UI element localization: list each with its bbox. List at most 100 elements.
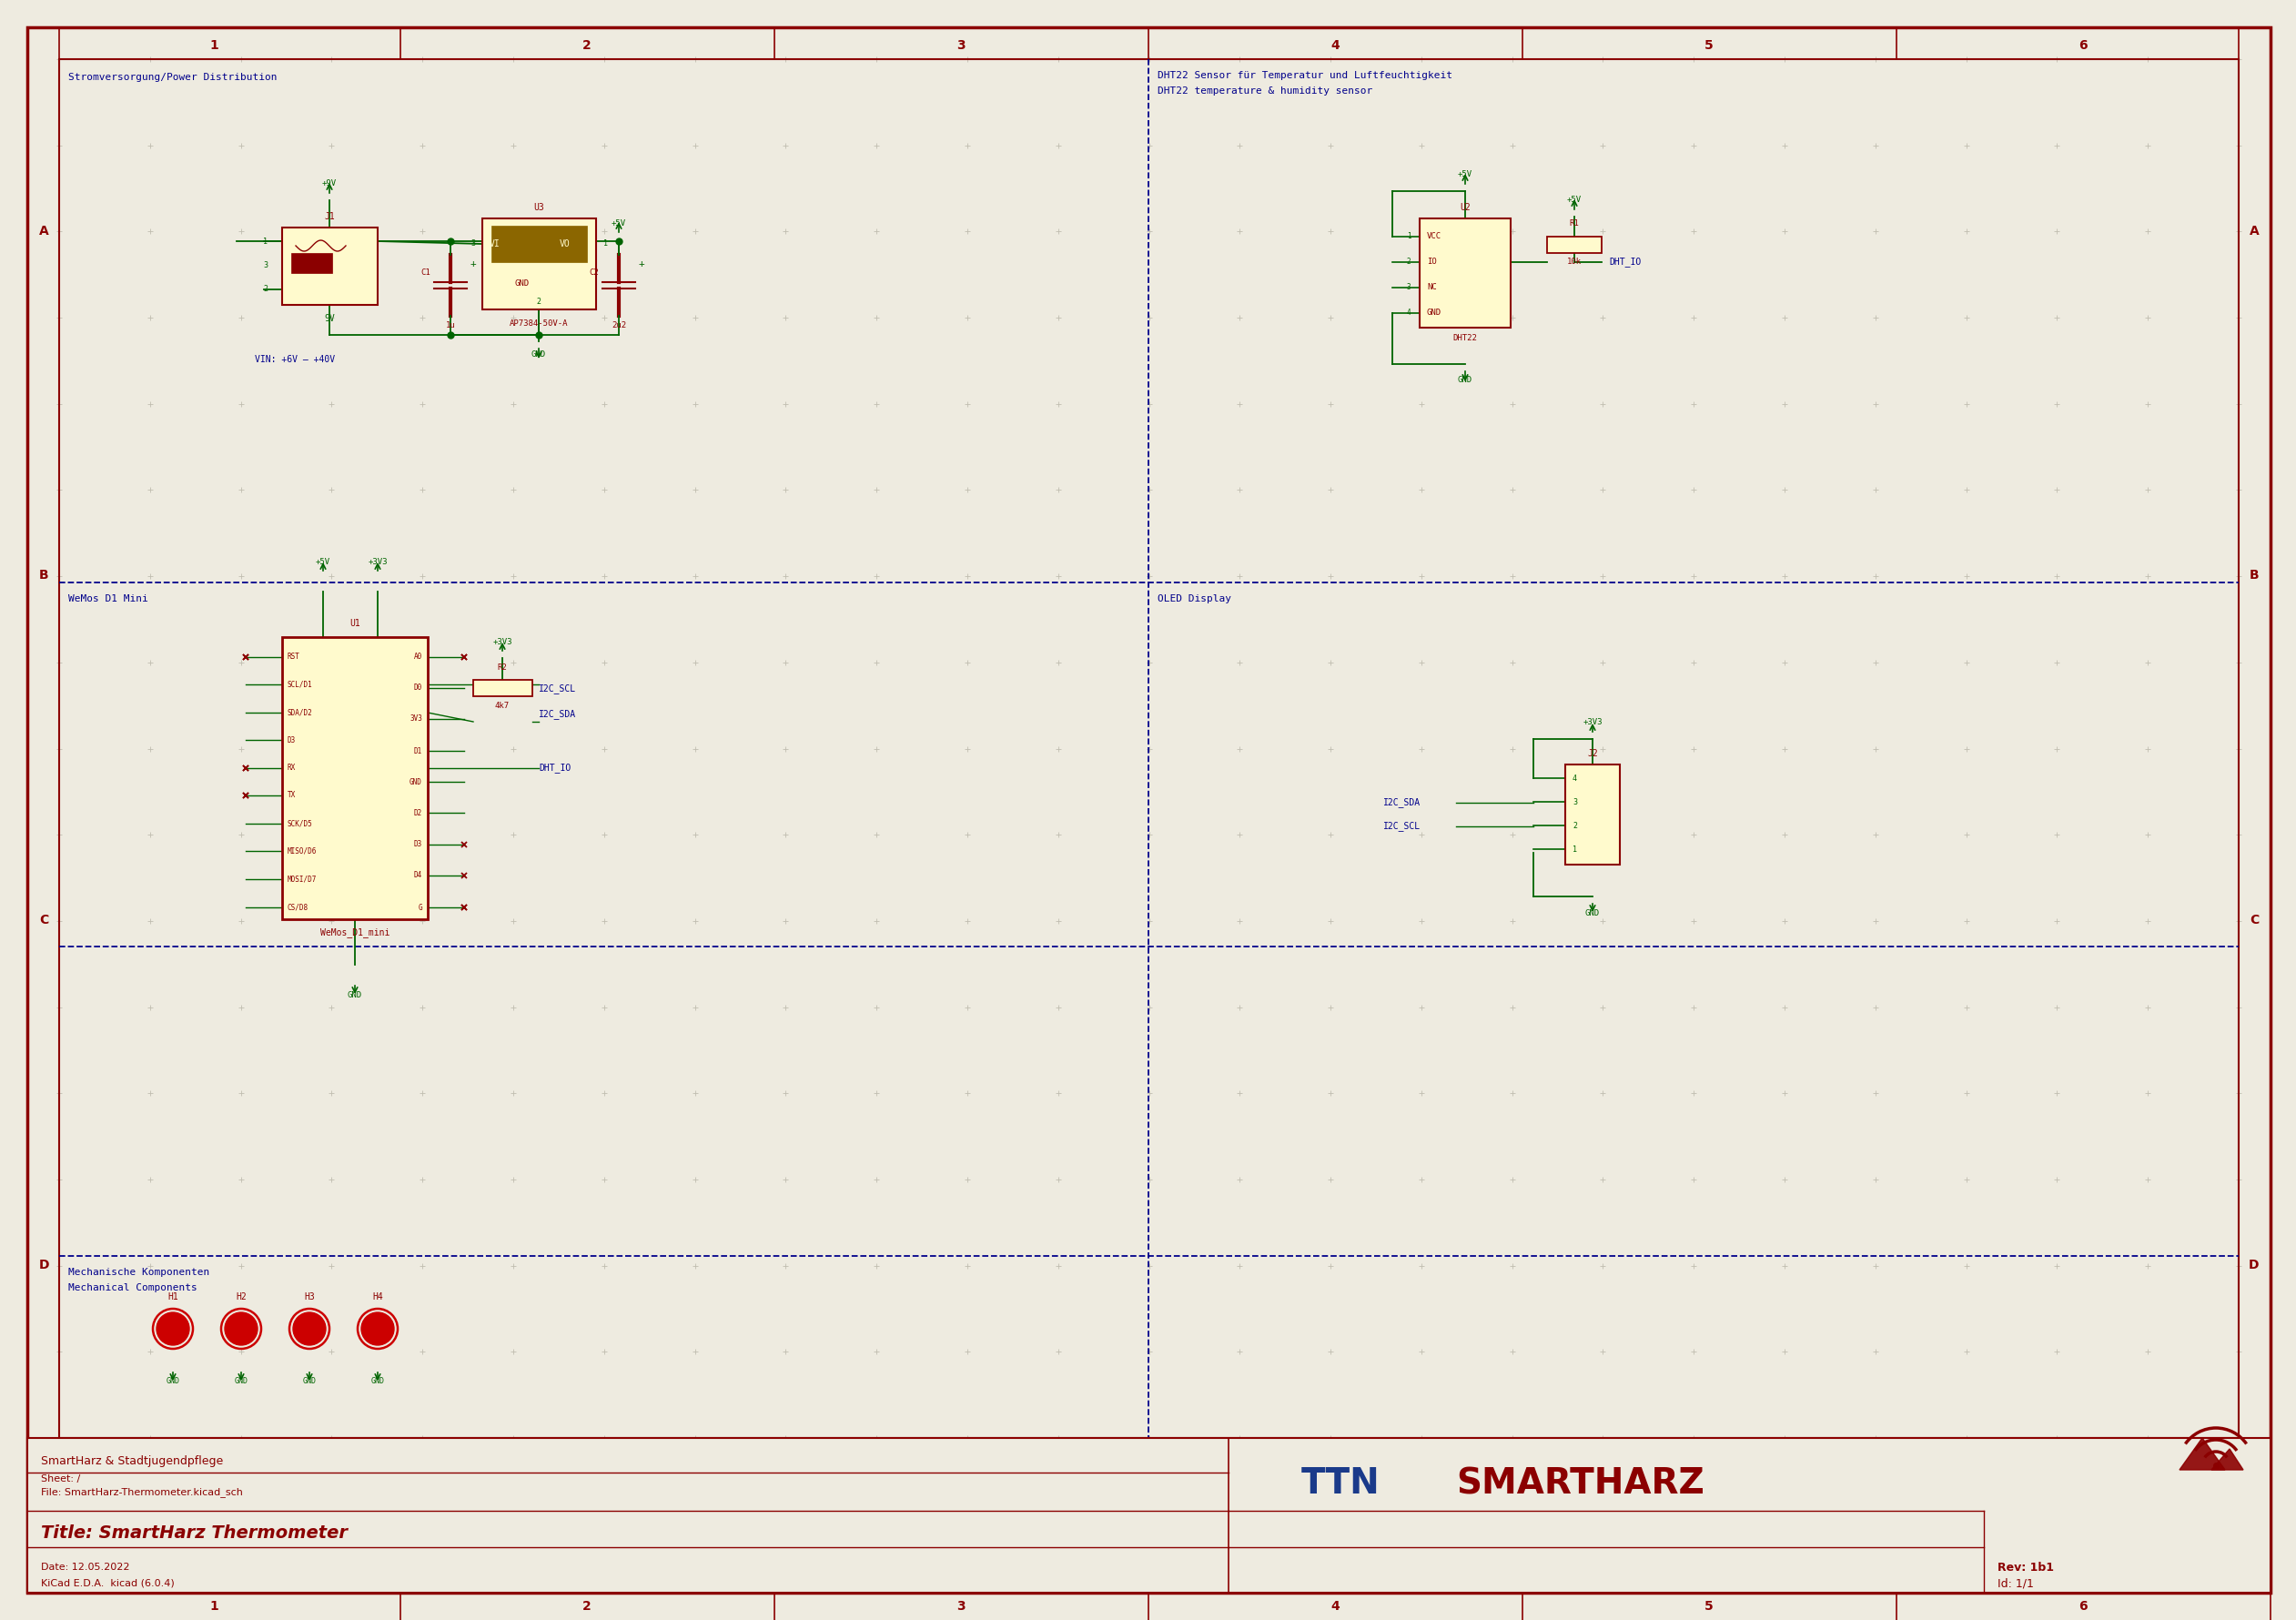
Text: H1: H1 — [168, 1293, 179, 1301]
Text: GND: GND — [514, 280, 528, 288]
Text: VIN: +6V — +40V: VIN: +6V — +40V — [255, 355, 335, 364]
Text: GND: GND — [165, 1377, 179, 1385]
Text: R1: R1 — [1570, 220, 1580, 228]
Text: GND: GND — [1458, 376, 1472, 384]
Text: WeMos D1 Mini: WeMos D1 Mini — [69, 595, 149, 603]
Text: Date: 12.05.2022: Date: 12.05.2022 — [41, 1563, 129, 1571]
Text: D3: D3 — [413, 841, 422, 849]
Text: A0: A0 — [413, 653, 422, 661]
Text: +5V: +5V — [317, 557, 331, 565]
Text: U1: U1 — [349, 619, 360, 629]
Text: +: + — [471, 259, 478, 269]
Text: 1: 1 — [209, 39, 218, 52]
Text: I2C_SCL: I2C_SCL — [1382, 821, 1421, 831]
Text: VO: VO — [560, 240, 569, 248]
Text: 2: 2 — [583, 39, 592, 52]
Text: GND: GND — [234, 1377, 248, 1385]
Text: 1: 1 — [1407, 233, 1410, 241]
Text: 1: 1 — [209, 1601, 218, 1614]
Text: DHT_IO: DHT_IO — [1609, 258, 1642, 267]
Text: +5V: +5V — [1458, 170, 1472, 178]
Text: +3V3: +3V3 — [494, 638, 512, 646]
Text: 6: 6 — [2078, 1601, 2087, 1614]
Text: I2C_SDA: I2C_SDA — [540, 710, 576, 719]
Text: 4: 4 — [1573, 774, 1577, 782]
Text: SDA/D2: SDA/D2 — [287, 708, 312, 716]
Circle shape — [225, 1312, 257, 1345]
Text: VCC: VCC — [1426, 233, 1442, 241]
Text: AP7384-50V-A: AP7384-50V-A — [510, 319, 567, 327]
Text: 3: 3 — [1407, 284, 1410, 292]
Polygon shape — [2179, 1439, 2225, 1469]
Text: GND: GND — [1584, 909, 1600, 917]
Text: C: C — [2250, 914, 2259, 927]
Text: B: B — [39, 569, 48, 582]
Text: SmartHarz & Stadtjugendpflege: SmartHarz & Stadtjugendpflege — [41, 1455, 223, 1466]
Text: 2: 2 — [583, 1601, 592, 1614]
Bar — [28, 28, 60, 1592]
Text: DHT22: DHT22 — [1453, 334, 1476, 343]
Text: File: SmartHarz-Thermometer.kicad_sch: File: SmartHarz-Thermometer.kicad_sch — [41, 1487, 243, 1497]
Text: RX: RX — [287, 765, 296, 773]
Bar — [1566, 765, 1621, 865]
Text: 2: 2 — [1407, 258, 1410, 266]
Text: 3: 3 — [471, 240, 475, 248]
Text: 4: 4 — [1332, 39, 1339, 52]
Text: 2: 2 — [537, 298, 542, 306]
Text: Mechanische Komponenten: Mechanische Komponenten — [69, 1268, 209, 1277]
Text: MISO/D6: MISO/D6 — [287, 847, 317, 855]
Text: B: B — [2250, 569, 2259, 582]
Text: 5: 5 — [1704, 39, 1713, 52]
Text: GND: GND — [303, 1377, 317, 1385]
Text: H3: H3 — [303, 1293, 315, 1301]
Text: SCL/D1: SCL/D1 — [287, 680, 312, 688]
Circle shape — [294, 1312, 326, 1345]
Bar — [1419, 219, 1511, 327]
Text: Title: SmartHarz Thermometer: Title: SmartHarz Thermometer — [41, 1524, 347, 1542]
Text: 6: 6 — [2078, 39, 2087, 52]
Text: NC: NC — [1426, 284, 1437, 292]
Circle shape — [360, 1312, 395, 1345]
Text: KiCad E.D.A.  kicad (6.0.4): KiCad E.D.A. kicad (6.0.4) — [41, 1580, 174, 1588]
Text: +5V: +5V — [1566, 196, 1582, 204]
Text: D0: D0 — [413, 684, 422, 692]
Text: Rev: 1b1: Rev: 1b1 — [1998, 1562, 2055, 1573]
Bar — [482, 219, 597, 309]
Text: +: + — [638, 259, 645, 269]
Text: D: D — [39, 1259, 48, 1272]
Text: 1: 1 — [604, 240, 608, 248]
Text: 10k: 10k — [1566, 258, 1582, 266]
Text: U3: U3 — [533, 202, 544, 212]
Text: 9V: 9V — [324, 314, 335, 322]
Text: A: A — [2250, 225, 2259, 238]
Text: SMARTHARZ: SMARTHARZ — [1456, 1466, 1704, 1500]
Bar — [28, 1439, 2271, 1592]
Bar — [491, 225, 588, 262]
Text: DHT_IO: DHT_IO — [540, 763, 572, 773]
Bar — [1548, 237, 1603, 253]
Text: I2C_SCL: I2C_SCL — [540, 684, 576, 693]
Text: 1u: 1u — [445, 321, 455, 329]
Text: 4: 4 — [1407, 309, 1410, 318]
Text: GND: GND — [409, 778, 422, 786]
Text: DHT22 Sensor für Temperatur und Luftfeuchtigkeit: DHT22 Sensor für Temperatur und Luftfeuc… — [1157, 71, 1453, 79]
Text: D: D — [2248, 1259, 2259, 1272]
Text: CS/D8: CS/D8 — [287, 904, 308, 912]
Text: Id: 1/1: Id: 1/1 — [1998, 1578, 2034, 1589]
Text: H4: H4 — [372, 1293, 383, 1301]
Text: WeMos_D1_mini: WeMos_D1_mini — [319, 928, 390, 938]
Bar — [2239, 28, 2271, 1592]
Text: C: C — [39, 914, 48, 927]
Text: J2: J2 — [1587, 748, 1598, 758]
Text: 1: 1 — [264, 237, 269, 245]
Text: 3: 3 — [957, 1601, 964, 1614]
Text: 4k7: 4k7 — [496, 701, 510, 710]
Polygon shape — [2211, 1448, 2243, 1469]
Text: SCK/D5: SCK/D5 — [287, 820, 312, 828]
Text: R2: R2 — [498, 663, 507, 671]
Text: DHT22 temperature & humidity sensor: DHT22 temperature & humidity sensor — [1157, 86, 1373, 96]
Text: 1: 1 — [1573, 846, 1577, 854]
Text: 3: 3 — [957, 39, 964, 52]
Text: 3: 3 — [1573, 797, 1577, 805]
Text: 4: 4 — [1332, 1601, 1339, 1614]
